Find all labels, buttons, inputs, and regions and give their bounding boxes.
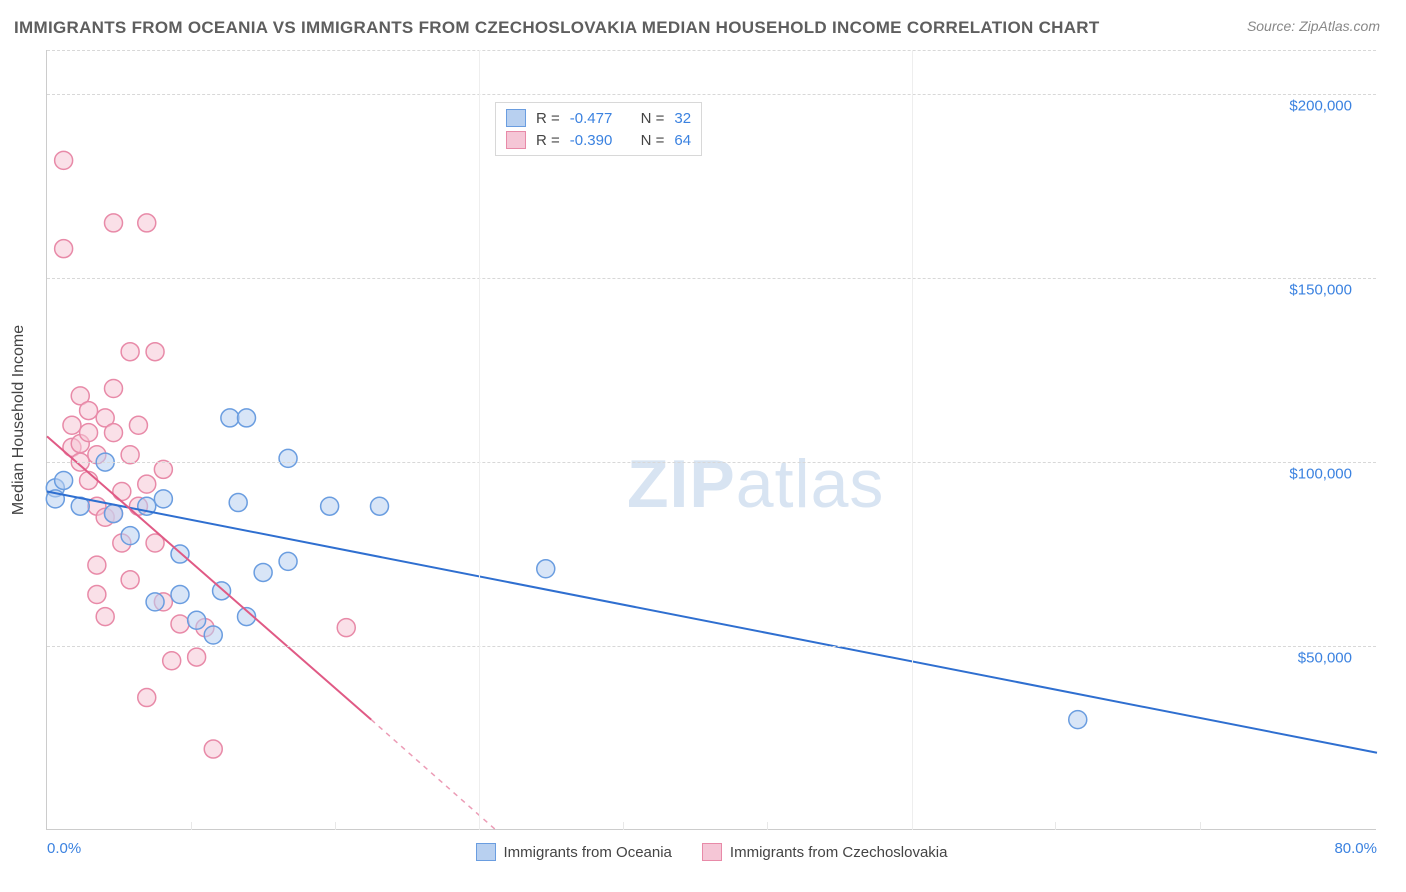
swatch-oceania <box>506 109 526 127</box>
x-tick <box>335 822 336 830</box>
legend-item-czech: Immigrants from Czechoslovakia <box>702 843 948 861</box>
x-tick <box>767 822 768 830</box>
n-label: N = <box>641 110 665 127</box>
r-value-oceania: -0.477 <box>570 110 613 127</box>
legend-label-czech: Immigrants from Czechoslovakia <box>730 844 948 861</box>
gridline-v <box>912 50 913 829</box>
swatch-czech <box>506 131 526 149</box>
plot-area: ZIPatlas R = -0.477 N = 32 R = -0.390 N … <box>46 50 1376 830</box>
legend-row-czech: R = -0.390 N = 64 <box>506 129 691 151</box>
legend-label-oceania: Immigrants from Oceania <box>504 844 672 861</box>
x-tick-label: 80.0% <box>1334 840 1377 857</box>
series-legend: Immigrants from Oceania Immigrants from … <box>47 843 1376 861</box>
y-tick-label: $200,000 <box>1289 98 1352 115</box>
legend-item-oceania: Immigrants from Oceania <box>476 843 672 861</box>
r-label: R = <box>536 110 560 127</box>
gridline-h <box>47 50 1376 51</box>
chart-title: IMMIGRANTS FROM OCEANIA VS IMMIGRANTS FR… <box>14 18 1100 38</box>
r-label: R = <box>536 132 560 149</box>
legend-row-oceania: R = -0.477 N = 32 <box>506 107 691 129</box>
n-value-czech: 64 <box>674 132 691 149</box>
gridline-v <box>479 50 480 829</box>
source-attribution: Source: ZipAtlas.com <box>1247 18 1380 34</box>
n-label: N = <box>641 132 665 149</box>
gridline-h <box>47 94 1376 95</box>
y-axis-label: Median Household Income <box>10 325 28 515</box>
correlation-legend: R = -0.477 N = 32 R = -0.390 N = 64 <box>495 102 702 156</box>
x-tick <box>623 822 624 830</box>
gridline-h <box>47 278 1376 279</box>
chart-svg <box>47 50 1376 829</box>
n-value-oceania: 32 <box>674 110 691 127</box>
y-tick-label: $100,000 <box>1289 466 1352 483</box>
gridline-h <box>47 462 1376 463</box>
r-value-czech: -0.390 <box>570 132 613 149</box>
x-tick <box>1200 822 1201 830</box>
gridline-h <box>47 646 1376 647</box>
y-tick-label: $150,000 <box>1289 282 1352 299</box>
swatch-oceania <box>476 843 496 861</box>
x-tick <box>1055 822 1056 830</box>
x-tick <box>191 822 192 830</box>
x-tick-label: 0.0% <box>47 840 81 857</box>
y-tick-label: $50,000 <box>1298 650 1352 667</box>
swatch-czech <box>702 843 722 861</box>
